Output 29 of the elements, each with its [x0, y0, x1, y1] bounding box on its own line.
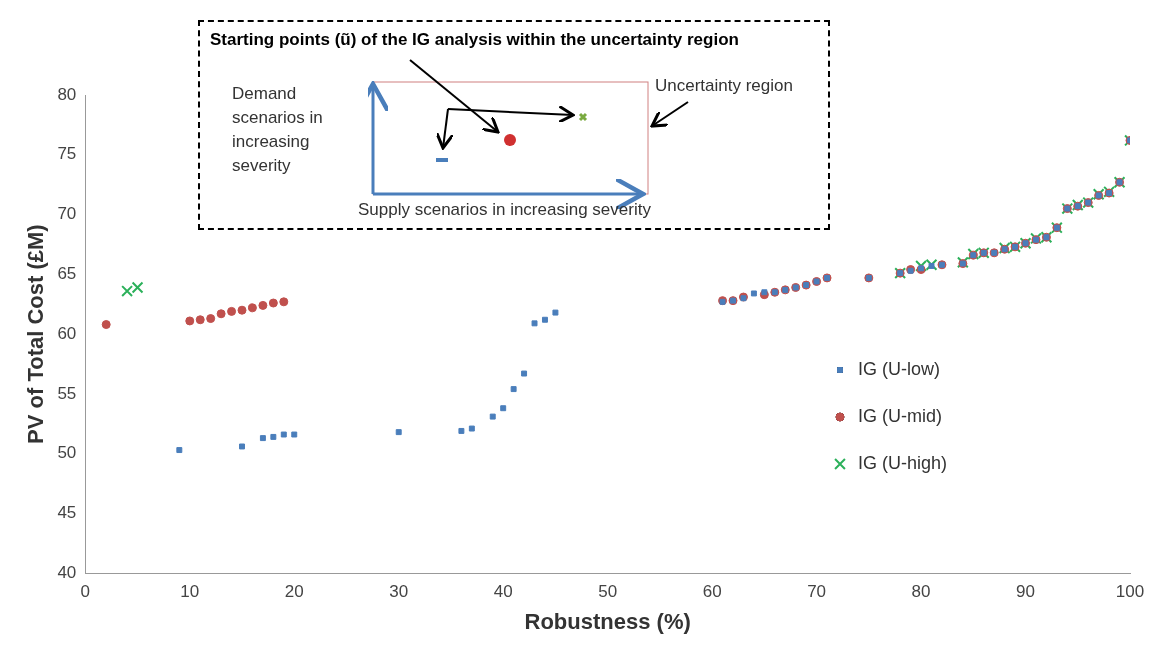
- legend-label: IG (U-low): [858, 358, 940, 379]
- x-tick-label: 80: [911, 582, 931, 602]
- x-tick-label: 30: [389, 582, 409, 602]
- x-tick-label: 70: [807, 582, 827, 602]
- text: Starting points (ũ) of the IG analysis within the uncertainty region: [210, 29, 740, 51]
- legend-label: IG (U-high): [858, 452, 948, 473]
- y-axis-title: PV of Total Cost (£M): [23, 224, 49, 444]
- x-tick-label: 100: [1115, 582, 1145, 602]
- x-tick-label: 90: [1016, 582, 1035, 602]
- annotation: Supply scenarios in increasing severity: [358, 199, 652, 221]
- x-tick-label: 20: [284, 582, 304, 602]
- x-tick-label: 50: [598, 582, 618, 602]
- y-tick-label: 50: [57, 443, 77, 463]
- x-tick-label: 0: [80, 582, 91, 602]
- y-tick-label: 45: [57, 503, 77, 523]
- x-tick-label: 10: [180, 582, 200, 602]
- legend-label: IG (U-mid): [858, 405, 942, 426]
- y-tick-label: 75: [57, 144, 77, 164]
- x-axis-title: Robustness (%): [524, 608, 691, 634]
- y-tick-label: 65: [57, 264, 77, 284]
- x-tick-label: 40: [493, 582, 513, 602]
- y-tick-label: 80: [57, 84, 77, 104]
- y-tick-label: 60: [57, 323, 77, 343]
- y-tick-label: 70: [57, 204, 77, 224]
- annotation: Uncertainty region: [655, 75, 794, 97]
- annotation: Demand scenarios in increasing severity: [232, 83, 324, 177]
- x-tick-label: 60: [702, 582, 722, 602]
- y-tick-label: 55: [57, 383, 77, 403]
- y-tick-label: 40: [57, 562, 77, 582]
